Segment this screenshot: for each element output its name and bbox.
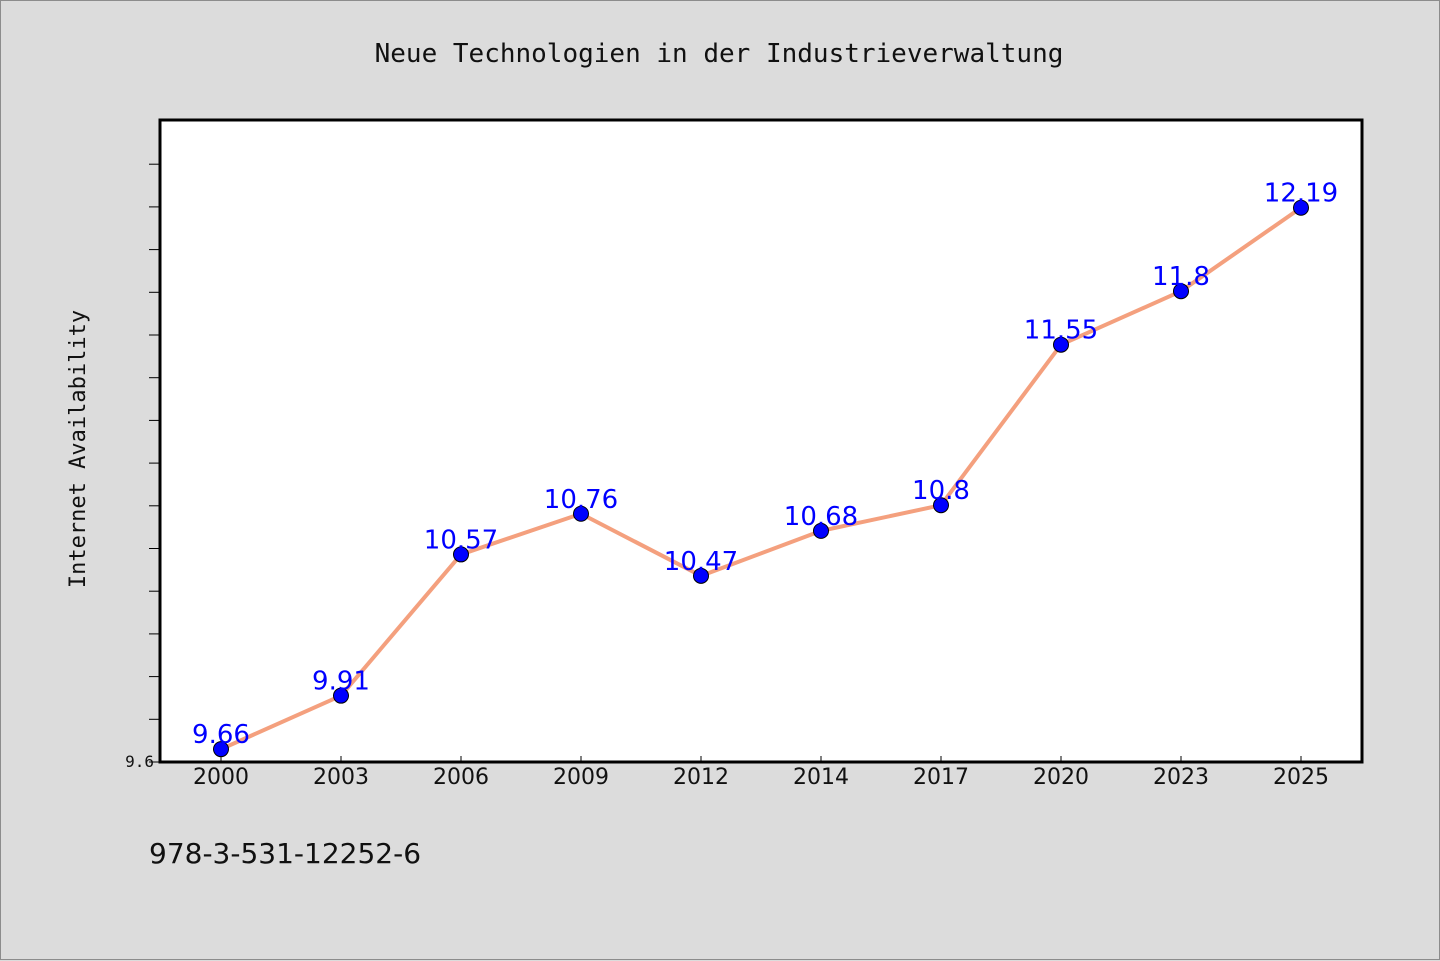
plot-area <box>158 118 1364 764</box>
data-label: 9.91 <box>312 667 370 697</box>
data-point <box>453 546 469 563</box>
series-layer <box>213 199 1309 758</box>
x-tick-label: 2025 <box>1273 765 1329 790</box>
x-tick-label: 2020 <box>1033 765 1089 790</box>
data-point <box>813 522 829 539</box>
data-point <box>1053 336 1069 353</box>
data-point <box>1293 199 1309 216</box>
data-label: 10.68 <box>784 502 858 532</box>
data-point <box>213 741 229 758</box>
data-label: 12.19 <box>1264 179 1338 209</box>
isbn-text: 978-3-531-12252-6 <box>149 837 421 870</box>
chart-title: Neue Technologien in der Industrieverwal… <box>375 39 1064 69</box>
data-label: 9.66 <box>192 720 250 750</box>
data-point <box>333 687 349 704</box>
y-tick-label: 9.6 <box>125 752 154 771</box>
x-tick-label: 2003 <box>313 765 369 790</box>
data-label: 11.8 <box>1152 262 1210 292</box>
data-label: 10.76 <box>544 485 618 515</box>
x-tick-label: 2006 <box>433 765 489 790</box>
x-axis-ticks: 2000 2003 2006 2009 2012 2014 2017 2020 2023 2025 <box>193 756 1329 790</box>
x-tick-label: 2012 <box>673 765 729 790</box>
y-axis-label: Internet Availability <box>66 310 91 588</box>
x-tick-label: 2000 <box>193 765 249 790</box>
data-labels: 9.66 9.91 10.57 10.76 10.47 10.68 10.8 11.55 11.… <box>192 179 1338 750</box>
data-label: 11.55 <box>1024 316 1098 346</box>
data-point <box>693 567 709 584</box>
data-point <box>933 497 949 514</box>
x-tick-label: 2023 <box>1153 765 1209 790</box>
x-tick-label: 2014 <box>793 765 849 790</box>
data-point <box>573 505 589 522</box>
x-tick-label: 2017 <box>913 765 969 790</box>
y-axis-ticks <box>149 163 160 763</box>
series-line <box>220 206 1303 751</box>
x-tick-label: 2009 <box>553 765 609 790</box>
data-label: 10.8 <box>912 476 970 506</box>
data-label: 10.47 <box>664 547 738 577</box>
data-point <box>1173 283 1189 300</box>
data-label: 10.57 <box>424 525 498 555</box>
